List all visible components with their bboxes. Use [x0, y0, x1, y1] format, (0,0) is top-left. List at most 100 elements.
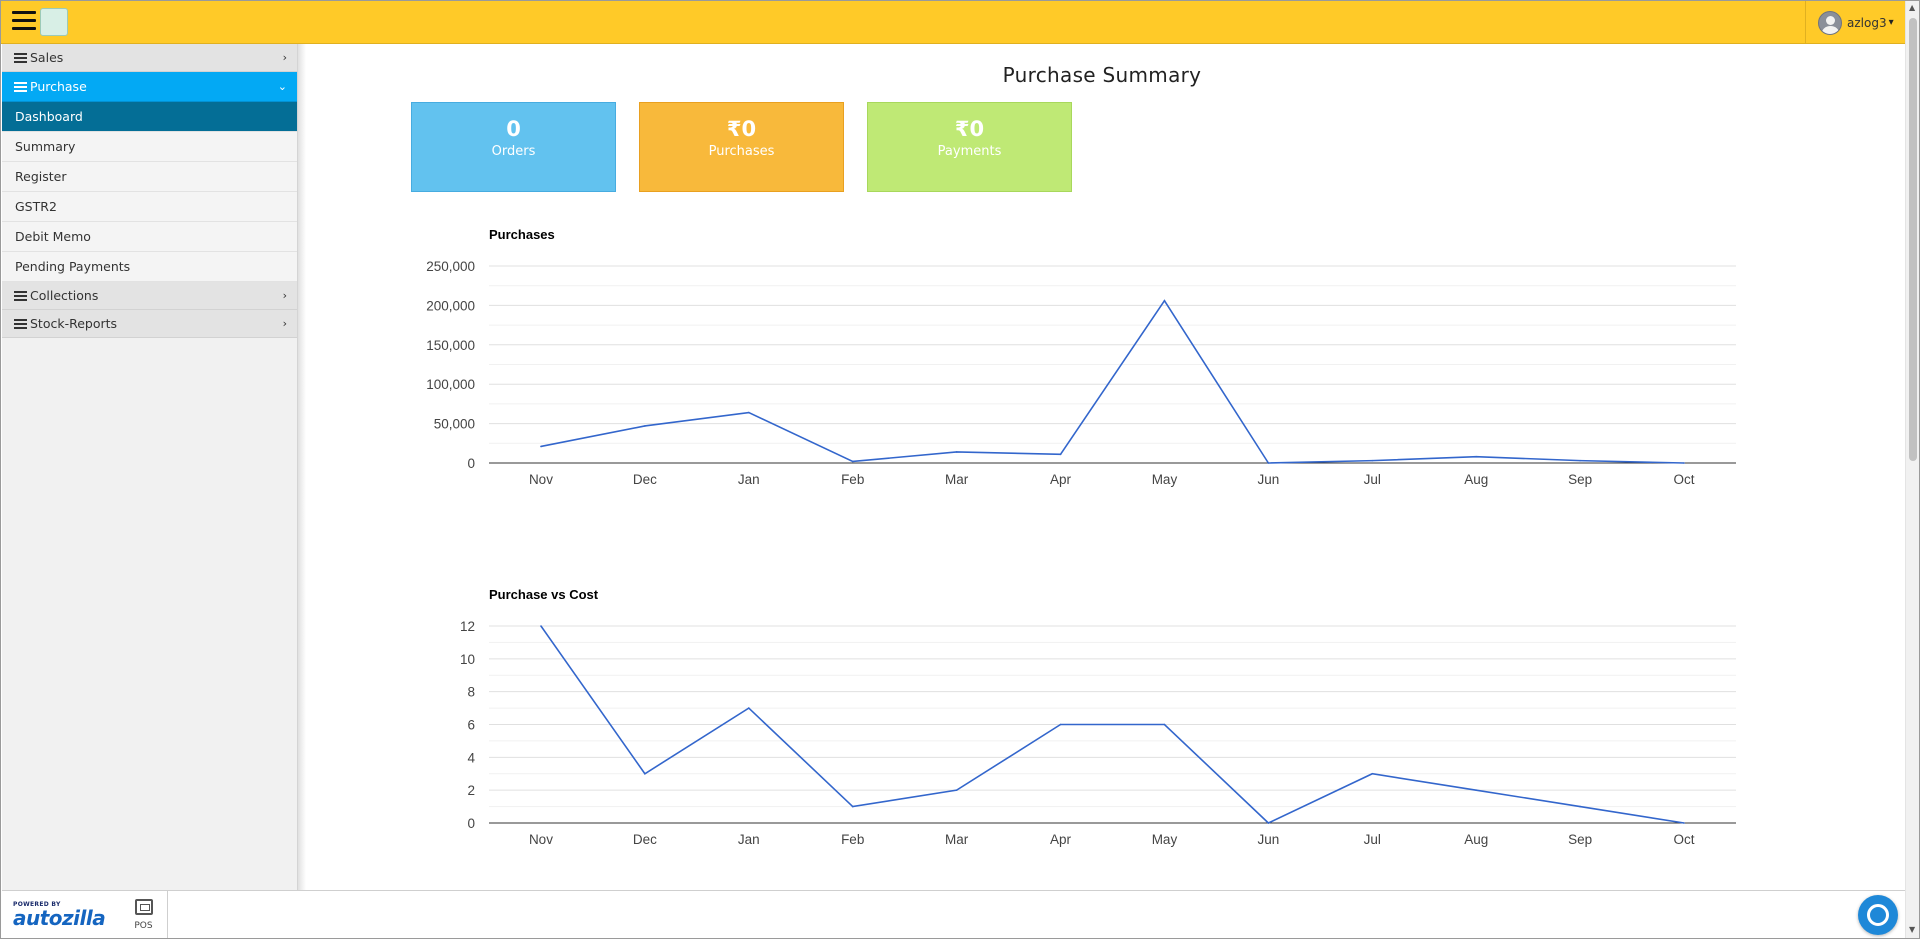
data-point [540, 445, 542, 448]
x-tick-label: Nov [529, 832, 553, 847]
payments-card[interactable]: ₹0 Payments [867, 102, 1072, 192]
y-tick-label: 0 [467, 816, 475, 831]
y-tick-label: 0 [467, 456, 475, 471]
x-tick-label: Jan [738, 472, 760, 487]
page-title: Purchase Summary [1002, 63, 1202, 87]
data-point [1059, 723, 1062, 726]
list-icon [14, 81, 27, 92]
y-tick-label: 4 [467, 750, 475, 765]
data-point [1267, 822, 1270, 824]
bottom-bar: POWERED BY autozilla POS [2, 890, 1906, 938]
data-point [1475, 455, 1478, 458]
data-point [747, 411, 750, 414]
x-tick-label: Aug [1464, 832, 1488, 847]
purchases-chart: Purchases 0 50,000 100,000 150,000 200,000 250… [411, 221, 1751, 505]
payments-label: Payments [937, 144, 1002, 159]
purchase-vs-cost-chart-svg: Purchase vs Cost 0 2 4 6 8 10 12 Nov Dec Jan Feb Mar… [460, 587, 1736, 847]
x-tick-label: Dec [633, 472, 657, 487]
x-tick-label: Aug [1464, 472, 1488, 487]
data-point [1059, 453, 1062, 456]
brand-name: autozilla [13, 906, 106, 930]
x-tick-label: Oct [1674, 832, 1695, 847]
orders-card[interactable]: 0 Orders [411, 102, 616, 192]
pos-button[interactable]: POS [120, 891, 168, 938]
x-tick-label: Jan [738, 832, 760, 847]
data-point [1683, 822, 1685, 824]
data-point [1579, 459, 1581, 462]
top-bar: azlog3 ▾ [1, 1, 1905, 44]
company-logo[interactable] [40, 8, 68, 36]
scroll-down-icon[interactable]: ▼ [1909, 925, 1916, 934]
data-point [1475, 789, 1478, 791]
data-point [1163, 299, 1166, 302]
chart-title: Purchase vs Cost [489, 587, 599, 602]
brand-powered-by: POWERED BY [13, 901, 61, 908]
data-point [644, 772, 646, 775]
sidebar-group-label: Stock-Reports [30, 316, 118, 331]
sidebar: Sales › Purchase ⌄ Dashboard Summary Reg… [2, 44, 306, 890]
username: azlog3 [1847, 15, 1887, 30]
scroll-thumb[interactable] [1909, 18, 1917, 461]
menu-icon[interactable] [12, 11, 36, 33]
chevron-right-icon: › [282, 289, 287, 302]
payments-value: ₹0 [954, 117, 985, 141]
data-point [1371, 459, 1374, 462]
sidebar-group-sales[interactable]: Sales › [2, 44, 297, 72]
purchases-card[interactable]: ₹0 Purchases [639, 102, 844, 192]
sidebar-item-gstr2[interactable]: GSTR2 [2, 192, 297, 222]
chart-title: Purchases [489, 227, 555, 242]
sidebar-group-label: Purchase [30, 79, 87, 94]
chevron-right-icon: › [282, 317, 287, 330]
x-tick-label: Sep [1568, 832, 1592, 847]
sidebar-group-label: Collections [30, 288, 99, 303]
chat-icon[interactable] [1858, 895, 1898, 935]
sidebar-item-register[interactable]: Register [2, 162, 297, 192]
pos-icon [134, 899, 153, 915]
x-tick-label: Apr [1050, 832, 1072, 847]
x-tick-label: Jul [1364, 472, 1381, 487]
sidebar-group-purchase[interactable]: Purchase ⌄ [2, 72, 297, 102]
data-point [540, 625, 542, 627]
x-tick-label: Jun [1257, 832, 1279, 847]
y-tick-label: 6 [467, 718, 475, 733]
y-tick-label: 250,000 [426, 259, 475, 274]
x-tick-label: Feb [841, 472, 864, 487]
scroll-up-icon[interactable]: ▲ [1909, 3, 1916, 12]
purchase-vs-cost-chart: Purchase vs Cost 0 2 4 6 8 10 12 Nov Dec Jan Feb Mar… [411, 581, 1751, 865]
sidebar-group-collections[interactable]: Collections › [2, 282, 297, 310]
autozilla-logo: POWERED BY autozilla [13, 901, 106, 933]
purchases-label: Purchases [708, 144, 775, 159]
sidebar-group-stock-reports[interactable]: Stock-Reports › [2, 310, 297, 338]
orders-value: 0 [506, 117, 521, 141]
purchases-value: ₹0 [726, 117, 757, 141]
x-tick-label: Jul [1364, 832, 1381, 847]
scrollbar[interactable]: ▲ ▼ [1905, 1, 1919, 938]
y-tick-label: 150,000 [426, 338, 475, 353]
user-menu[interactable]: azlog3 ▾ [1805, 1, 1905, 44]
sidebar-item-dashboard[interactable]: Dashboard [2, 102, 297, 132]
list-icon [14, 290, 27, 301]
data-point [955, 451, 958, 453]
data-point [1163, 723, 1166, 726]
y-tick-label: 100,000 [426, 377, 475, 392]
chevron-down-icon: ▾ [1888, 17, 1894, 28]
data-point [851, 805, 854, 808]
x-tick-label: Feb [841, 832, 864, 847]
series-line [540, 625, 1685, 824]
pos-label: POS [134, 921, 153, 931]
data-point [851, 460, 854, 463]
sidebar-item-pending-payments[interactable]: Pending Payments [2, 252, 297, 282]
y-tick-label: 10 [460, 652, 475, 667]
x-tick-label: Dec [633, 832, 657, 847]
data-point [1267, 462, 1270, 464]
x-tick-label: Jun [1257, 472, 1279, 487]
series-line [540, 299, 1685, 464]
list-icon [14, 52, 27, 63]
list-icon [14, 318, 27, 329]
sidebar-item-debit-memo[interactable]: Debit Memo [2, 222, 297, 252]
x-tick-label: Nov [529, 472, 553, 487]
purchases-chart-svg: Purchases 0 50,000 100,000 150,000 200,000 250… [426, 227, 1736, 487]
sidebar-item-summary[interactable]: Summary [2, 132, 297, 162]
data-point [747, 707, 750, 709]
